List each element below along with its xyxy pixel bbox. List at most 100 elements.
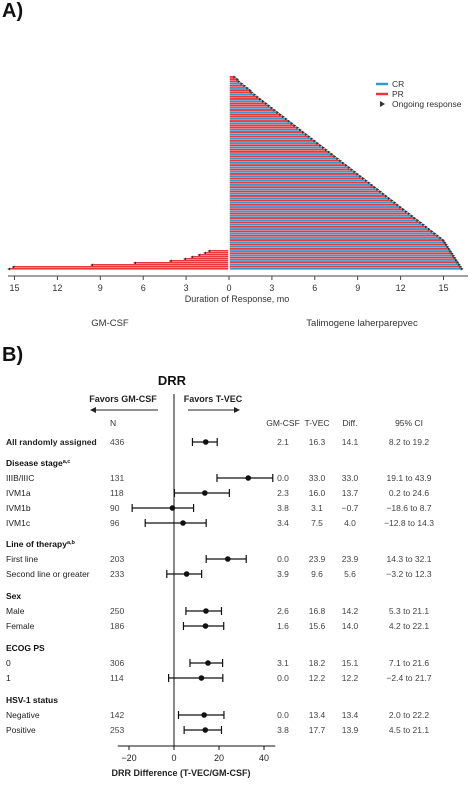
tvec-response-bar <box>229 234 437 237</box>
gmcsf-group-label: GM-CSF <box>91 318 129 329</box>
tvec-response-bar <box>229 214 411 217</box>
tvec-response-bar <box>229 221 420 224</box>
row-ci-value: 4.2 to 22.1 <box>389 621 429 631</box>
tvec-response-bar <box>229 98 260 100</box>
tvec-response-bar <box>229 170 354 173</box>
tvec-response-bar <box>229 80 238 83</box>
ongoing-response-marker <box>207 249 211 253</box>
subgroup-header: HSV-1 status <box>6 695 58 705</box>
gmcsf-response-bar <box>186 258 229 260</box>
ongoing-response-marker <box>321 146 325 150</box>
tvec-response-bar <box>229 239 443 242</box>
x-axis-label: Duration of Response, mo <box>185 294 290 304</box>
tvec-response-bar <box>229 177 362 180</box>
row-diff-value: 5.6 <box>344 569 356 579</box>
tvec-response-bar <box>229 113 280 116</box>
x-tick-label: 6 <box>141 283 146 293</box>
subgroup-header-text: HSV-1 status <box>6 695 58 705</box>
ongoing-response-marker <box>454 258 458 262</box>
ongoing-response-marker <box>439 236 443 240</box>
tvec-response-bar <box>229 175 360 178</box>
tvec-response-bar <box>229 166 348 169</box>
subgroup-header-text: ECOG PS <box>6 643 45 653</box>
row-label: IVM1a <box>6 488 31 498</box>
x-tick-label: 6 <box>312 283 317 293</box>
row-ci-value: 14.3 to 32.1 <box>387 554 432 564</box>
tvec-response-bar <box>229 254 453 257</box>
ongoing-response-marker <box>327 150 331 154</box>
gmcsf-response-bar <box>193 256 229 258</box>
ongoing-response-marker <box>249 88 253 92</box>
row-tvec-value: 16.8 <box>309 606 326 616</box>
ongoing-response-marker <box>433 232 437 236</box>
tvec-response-bar <box>229 139 314 142</box>
row-diff-value: 12.2 <box>342 673 359 683</box>
tvec-response-bar <box>229 95 257 98</box>
ongoing-response-marker <box>387 196 391 200</box>
row-gmcsf-value: 2.1 <box>277 437 289 447</box>
tvec-response-bar <box>229 76 234 78</box>
row-ci-value: 4.5 to 21.1 <box>389 725 429 735</box>
tvec-response-bar <box>229 133 305 136</box>
ongoing-response-marker <box>416 218 420 223</box>
tvec-response-bar <box>229 117 285 120</box>
row-ci-value: −18.6 to 8.7 <box>386 503 431 513</box>
col-header-tvec: T-VEC <box>304 418 329 428</box>
tvec-response-bar <box>229 212 408 215</box>
tvec-response-bar <box>229 236 440 239</box>
tvec-response-bar <box>229 115 282 118</box>
favors-tvec-label: Favors T-VEC <box>184 394 243 404</box>
ongoing-response-marker <box>384 194 388 198</box>
ongoing-response-marker <box>290 121 294 125</box>
tvec-response-bar <box>229 250 450 253</box>
ongoing-response-marker <box>367 181 371 185</box>
tvec-response-bar <box>229 186 374 189</box>
x-tick-label: 12 <box>396 283 406 293</box>
col-header-ci: 95% CI <box>395 418 423 428</box>
x-tick-label: −20 <box>121 753 136 763</box>
row-n: 250 <box>110 606 124 616</box>
ongoing-response-marker <box>379 190 383 194</box>
tvec-response-bar <box>229 137 311 140</box>
row-diff-value: 13.7 <box>342 488 359 498</box>
tvec-response-bar <box>229 206 400 208</box>
tvec-response-bar <box>229 146 322 149</box>
row-ci-value: 5.3 to 21.1 <box>389 606 429 616</box>
row-label: Second line or greater <box>6 569 90 579</box>
ongoing-response-marker <box>11 265 15 269</box>
subgroup-header-text: Disease stage <box>6 458 63 468</box>
ongoing-response-marker <box>457 262 461 267</box>
row-gmcsf-value: 1.6 <box>277 621 289 631</box>
ongoing-response-marker <box>299 128 303 132</box>
row-n: 96 <box>110 518 120 528</box>
gmcsf-response-bar <box>10 268 229 270</box>
favors-gmcsf-label: Favors GM-CSF <box>89 394 157 404</box>
ongoing-response-marker <box>203 251 207 255</box>
row-tvec-value: 16.3 <box>309 437 326 447</box>
row-gmcsf-value: 3.9 <box>277 569 289 579</box>
point-estimate <box>203 608 209 614</box>
row-tvec-value: 9.6 <box>311 569 323 579</box>
row-tvec-value: 18.2 <box>309 658 326 668</box>
point-estimate <box>202 727 209 733</box>
ongoing-response-marker <box>90 263 94 267</box>
ongoing-response-marker <box>446 245 450 249</box>
ongoing-response-marker <box>449 249 453 253</box>
ongoing-response-marker <box>344 163 348 167</box>
ongoing-response-marker <box>453 256 457 260</box>
tvec-response-bar <box>229 164 345 167</box>
x-axis-label: DRR Difference (T-VEC/GM-CSF) <box>111 768 250 778</box>
ongoing-response-marker <box>460 267 464 271</box>
tvec-response-bar <box>229 124 294 127</box>
tvec-response-bar <box>229 84 244 87</box>
col-header-diff: Diff. <box>343 418 358 428</box>
ongoing-response-marker <box>237 79 241 84</box>
ongoing-response-marker <box>436 234 440 238</box>
row-gmcsf-value: 2.6 <box>277 606 289 616</box>
ongoing-response-marker <box>330 152 334 156</box>
row-n: 142 <box>110 710 124 720</box>
x-tick-label: 12 <box>52 283 62 293</box>
tvec-response-bar <box>229 111 277 114</box>
point-estimate <box>183 571 190 577</box>
ongoing-response-marker <box>424 225 428 229</box>
